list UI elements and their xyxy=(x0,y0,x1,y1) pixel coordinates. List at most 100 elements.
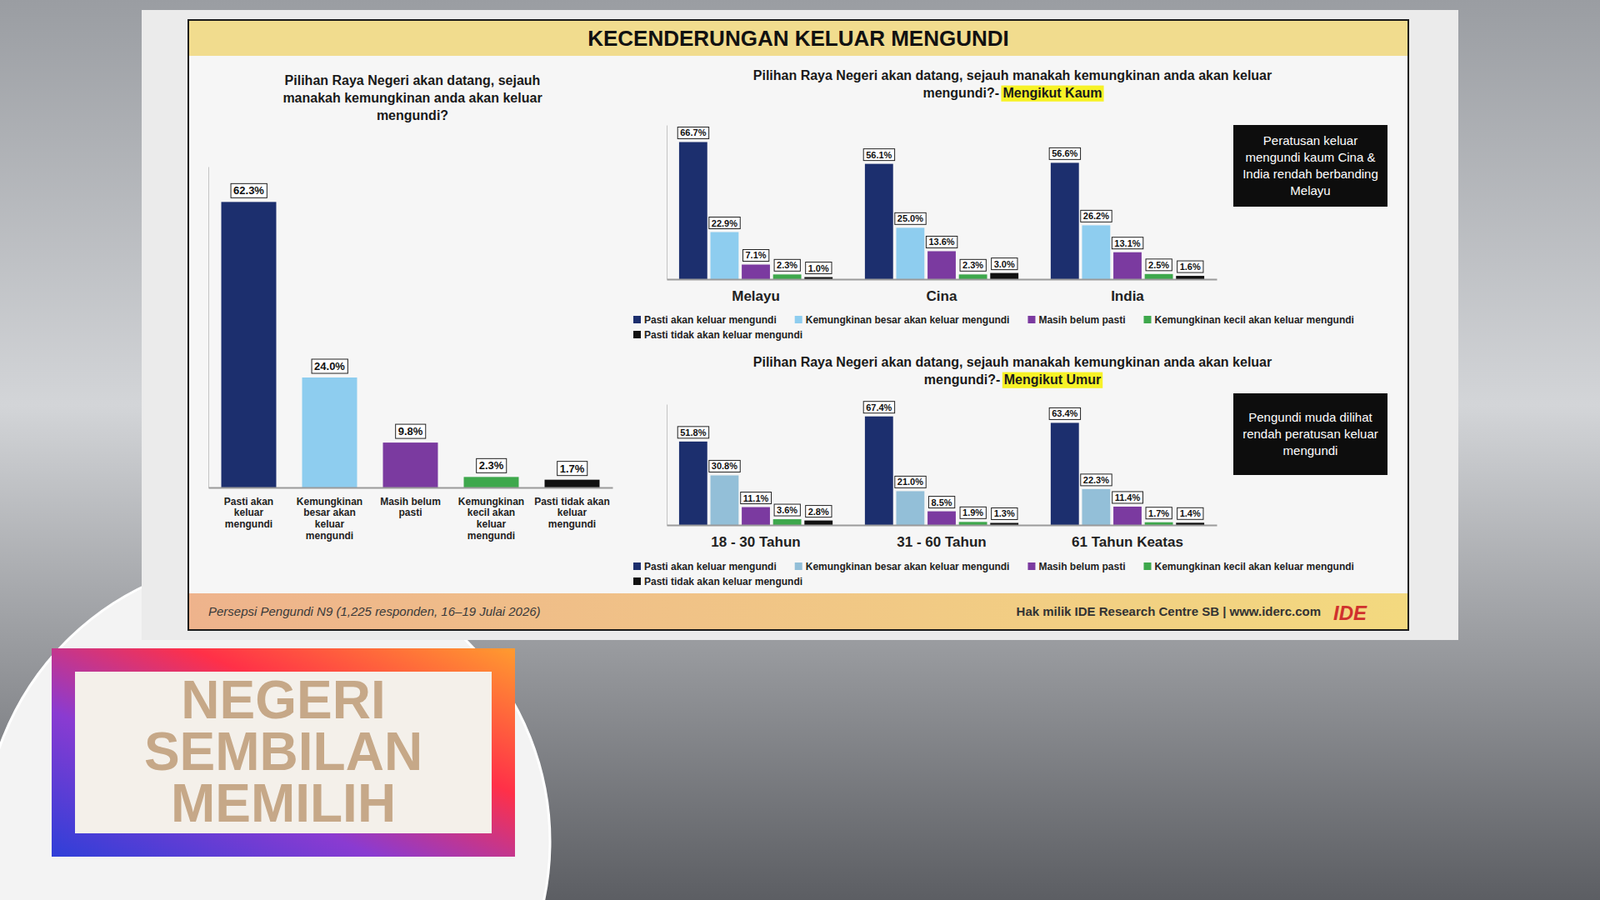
chart-title-line: Pilihan Raya Negeri akan datang, sejauh xyxy=(285,73,541,88)
data-label-box xyxy=(960,259,986,271)
x-tick-label: 31 - 60 Tahun xyxy=(896,534,986,550)
data-label-box xyxy=(805,505,832,518)
x-tick: India xyxy=(1110,288,1145,305)
chart-title-line: manakah kemungkinan anda akan keluar xyxy=(282,90,542,105)
annotation-line: mengundi kaum Cina & xyxy=(1245,150,1376,165)
chart-title: Pilihan Raya Negeri akan datang, sejauh … xyxy=(753,68,1272,83)
legend-item: Pasti akan keluar mengundi xyxy=(633,314,777,326)
data-label: 11.4% xyxy=(1112,491,1144,504)
x-tick-label-line: mengundi xyxy=(225,518,273,530)
data-label-text: 9.8% xyxy=(398,425,424,438)
legend-item: Kemungkinan besar akan keluar mengundi xyxy=(795,314,1010,326)
bar xyxy=(679,141,708,280)
data-label: 51.8% xyxy=(677,426,709,439)
x-tick-label-line: keluar xyxy=(557,506,588,519)
chart-title-line: Pilihan Raya Negeri akan datang, sejauh … xyxy=(753,68,1272,83)
x-tick-label: Kemungkinanbesar akankeluarmengundi xyxy=(296,495,363,542)
x-axis: 18 - 30 Tahun31 - 60 Tahun61 Tahun Keata… xyxy=(667,525,1218,551)
annotation-line: rendah peratusan keluar xyxy=(1242,426,1379,441)
footer-band xyxy=(189,593,1408,630)
data-label: 1.9% xyxy=(960,506,986,519)
legend-label: Masih belum pasti xyxy=(1038,314,1125,326)
bar xyxy=(545,480,600,488)
bar xyxy=(741,507,770,525)
x-axis: MelayuCinaIndia xyxy=(667,280,1218,305)
data-label-box xyxy=(742,249,769,261)
y-axis-line xyxy=(666,405,668,526)
data-label-box xyxy=(863,401,895,414)
data-label: 30.8% xyxy=(709,460,740,472)
data-label-text: 24.0% xyxy=(314,360,345,373)
bar xyxy=(464,476,520,488)
subtitle-highlight xyxy=(1000,85,1104,102)
data-label: 1.7% xyxy=(1145,507,1172,520)
data-label-text: 1.7% xyxy=(1148,508,1170,519)
data-label-text: 66.7% xyxy=(680,127,706,138)
title-band xyxy=(189,20,1408,56)
data-label-box xyxy=(991,258,1018,270)
slide xyxy=(141,10,1459,640)
chart-title: mengundi?- xyxy=(922,85,1003,100)
x-tick: Pasti akankeluarmengundi xyxy=(224,495,274,531)
x-tick-label-line: mengundi xyxy=(548,518,596,530)
bar xyxy=(741,264,770,280)
bar xyxy=(1113,506,1142,525)
legend-swatch xyxy=(1143,562,1151,570)
data-label: 2.8% xyxy=(805,505,832,518)
x-tick-label-line: pasti xyxy=(398,506,422,519)
data-label: 9.8% xyxy=(395,424,426,439)
logo: IDE xyxy=(1333,601,1368,625)
bar xyxy=(895,227,925,280)
data-label: 11.1% xyxy=(740,492,772,505)
legend-item: Kemungkinan kecil akan keluar mengundi xyxy=(1143,314,1354,326)
annotation-box xyxy=(1233,393,1388,475)
data-label: 21.0% xyxy=(895,475,926,488)
bar xyxy=(710,232,740,280)
legend-swatch xyxy=(1027,315,1035,324)
overlay-border xyxy=(51,648,515,857)
x-tick-label-line: Masih belum xyxy=(380,495,441,508)
legend-item: Kemungkinan besar akan keluar mengundi xyxy=(795,560,1010,573)
legend-label: Pasti tidak akan keluar mengundi xyxy=(644,329,803,341)
x-tick-label-line: kecil akan xyxy=(467,506,515,519)
chart-title-line: mengundi?- Mengikut Umur xyxy=(924,372,1101,387)
bar xyxy=(1081,225,1110,280)
data-label: 7.1% xyxy=(742,249,769,261)
page-title: KECENDERUNGAN KELUAR MENGUNDI xyxy=(587,25,1010,51)
bar xyxy=(1081,489,1110,525)
annotation-line: India rendah berbanding xyxy=(1242,166,1379,181)
legend: Pasti akan keluar mengundiKemungkinan be… xyxy=(633,560,1355,588)
annotation-line: Pengundi muda dilihat xyxy=(1248,410,1373,425)
legend-label: Kemungkinan besar akan keluar mengundi xyxy=(805,560,1010,573)
data-label: 2.3% xyxy=(774,259,800,271)
annotation-box xyxy=(1233,125,1388,207)
bar xyxy=(773,274,802,280)
data-label-text: 2.3% xyxy=(776,260,798,270)
x-tick: 31 - 60 Tahun xyxy=(896,534,986,550)
data-label-text: 11.4% xyxy=(1115,492,1141,503)
decor-circle xyxy=(0,558,550,900)
data-label-text: 30.8% xyxy=(711,460,738,471)
data-label-box xyxy=(1080,474,1112,486)
x-tick: Melayu xyxy=(731,288,780,305)
data-label-box xyxy=(928,496,955,509)
legend-swatch xyxy=(1143,315,1151,324)
data-label-text: 22.3% xyxy=(1083,475,1110,485)
chart: Pilihan Raya Negeri akan datang, sejauh … xyxy=(633,68,1388,341)
data-label-box xyxy=(1145,507,1172,520)
x-tick: 61 Tahun Keatas xyxy=(1071,534,1184,550)
bar xyxy=(302,377,358,488)
x-tick: Kemungkinanbesar akankeluarmengundi xyxy=(296,495,363,542)
x-tick-label-line: Pasti akan xyxy=(224,495,274,508)
data-label: 1.3% xyxy=(991,507,1018,520)
legend-label: Pasti akan keluar mengundi xyxy=(644,314,777,326)
bar xyxy=(895,490,925,525)
bar xyxy=(804,520,833,525)
bar xyxy=(1175,275,1205,280)
data-label-text: 2.3% xyxy=(962,260,984,270)
y-axis-line xyxy=(666,125,668,280)
bar xyxy=(679,441,708,525)
data-label: 8.5% xyxy=(928,496,955,509)
data-label-text: 11.1% xyxy=(743,493,770,504)
x-axis-line xyxy=(667,525,1218,527)
